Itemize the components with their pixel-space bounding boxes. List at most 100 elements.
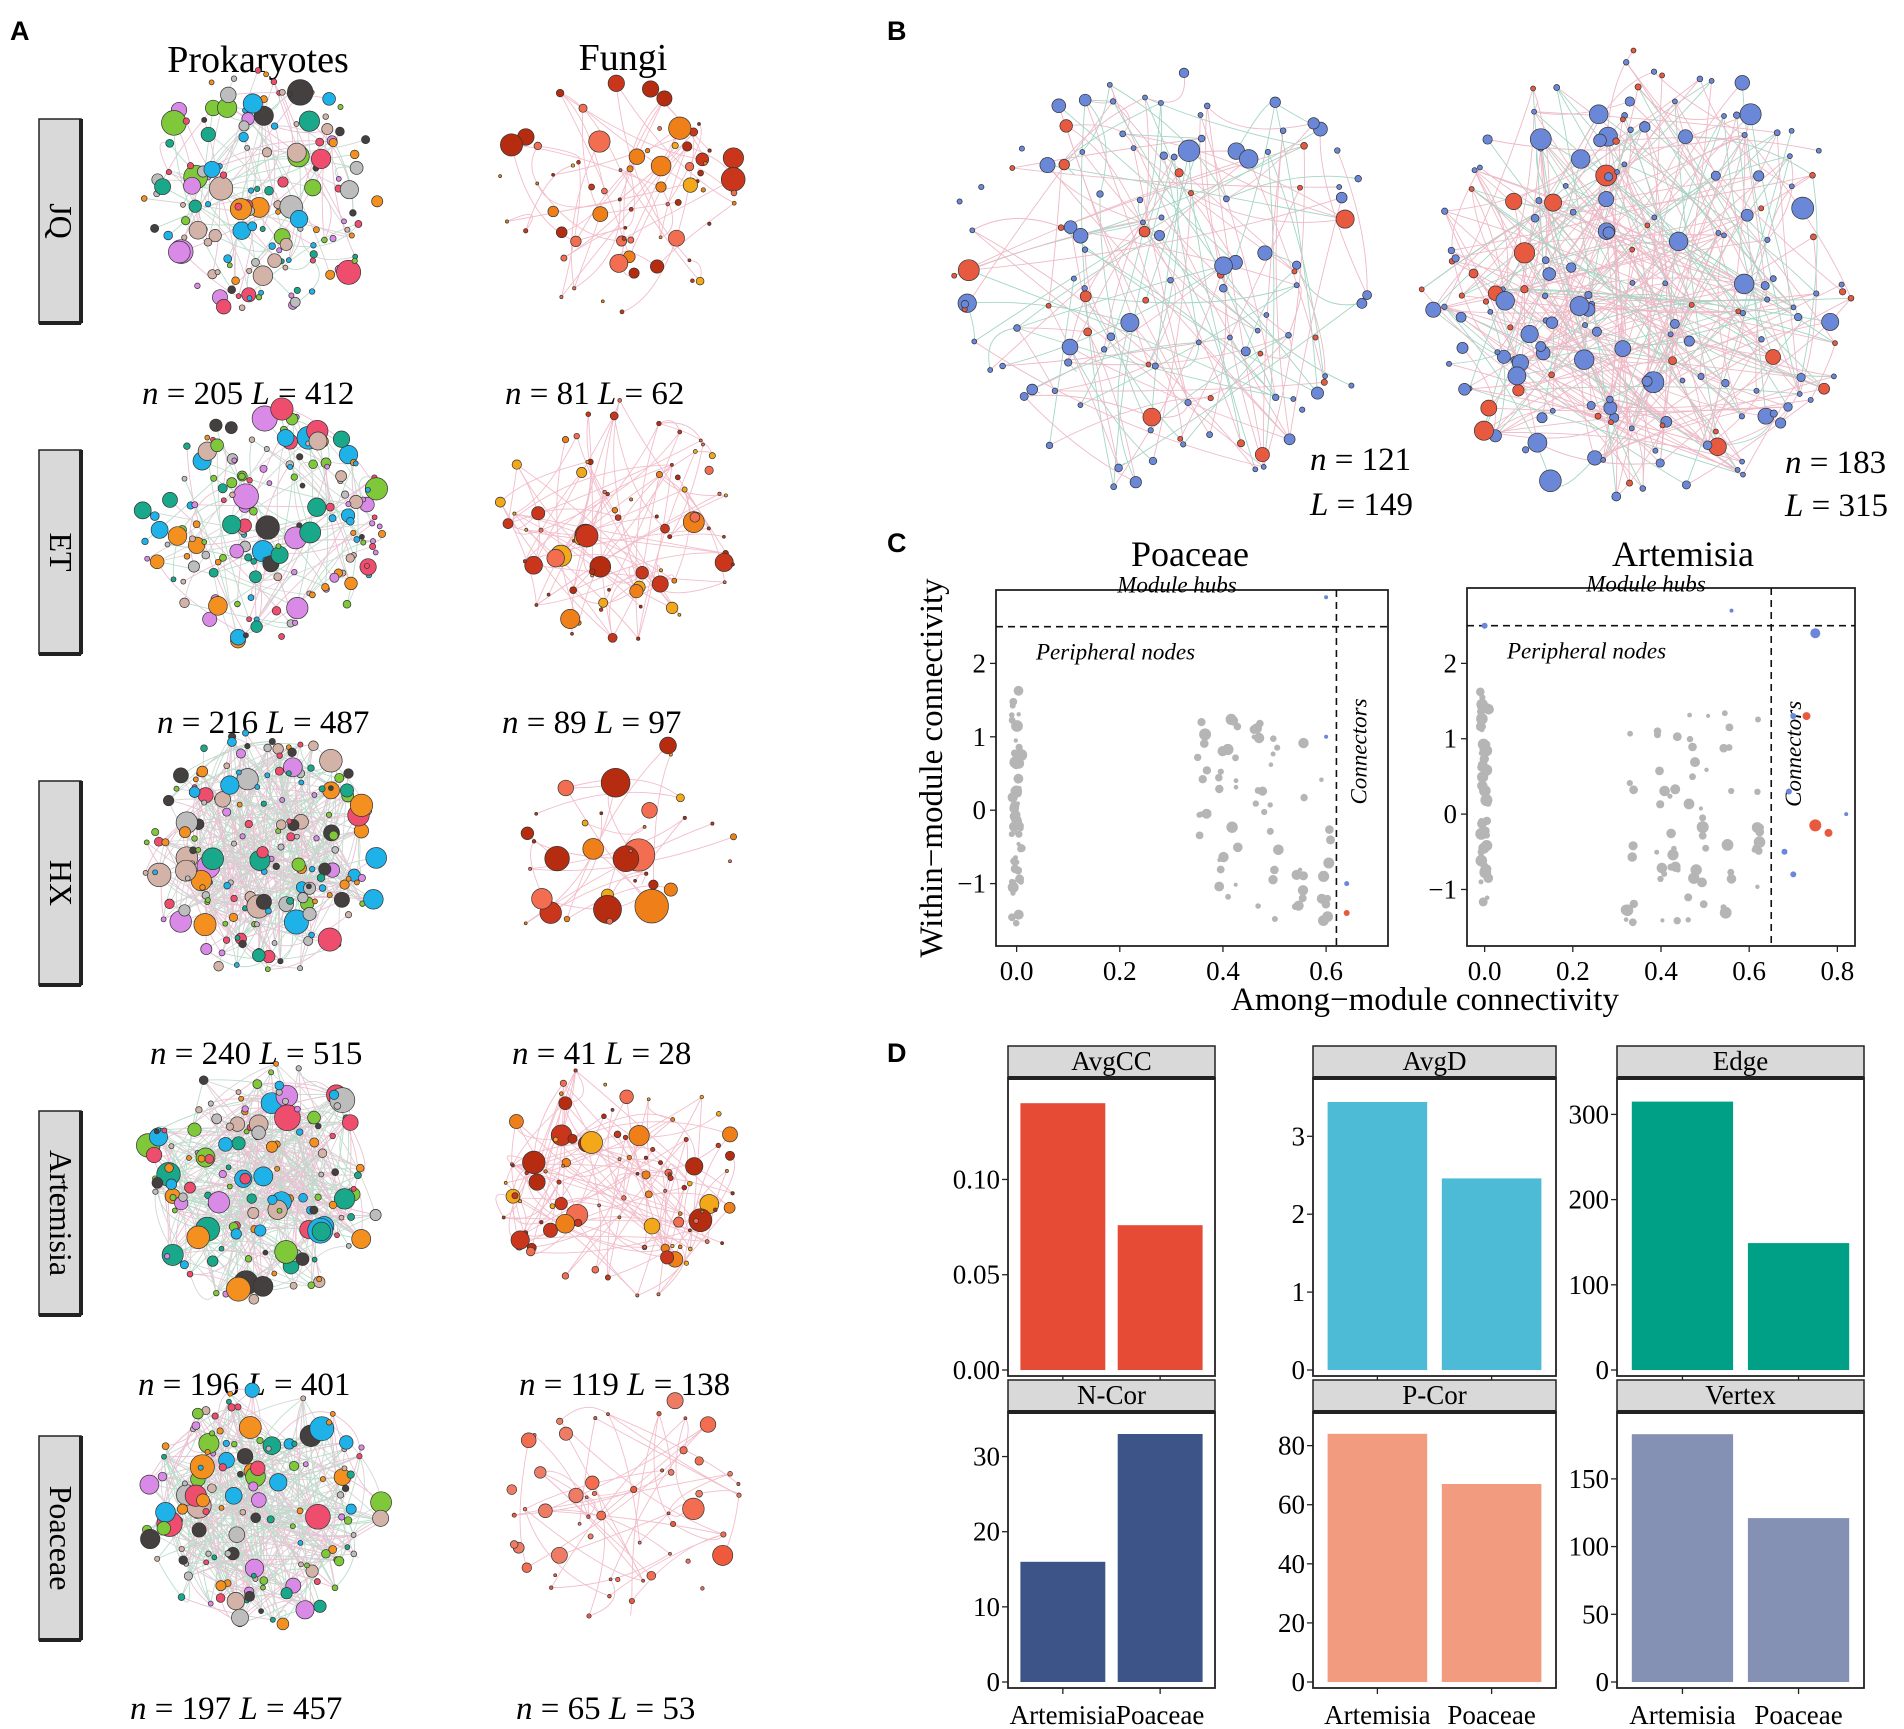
node-point <box>1697 877 1707 888</box>
l-value: = 62 <box>616 376 684 412</box>
prok-artemisia-edge <box>258 1123 336 1173</box>
fungi-artemisia-node <box>574 1218 583 1227</box>
fungi-et-edge <box>659 474 726 497</box>
prok-hx-edge <box>184 795 348 911</box>
network-poaceae-edge <box>974 341 1264 468</box>
fungi-poaceae-node <box>509 1540 519 1549</box>
prok-et-node <box>324 463 330 470</box>
node-point <box>1216 865 1225 874</box>
y-tick-label: 150 <box>1569 1464 1610 1494</box>
network-artemisia-edge <box>1469 388 1744 476</box>
node-point <box>1706 713 1711 719</box>
network-poaceae-edge <box>1155 342 1200 370</box>
fungi-artemisia-edge <box>572 1113 673 1140</box>
network-artemisia-node <box>1821 312 1840 331</box>
node-point <box>1297 885 1309 896</box>
fungi-jq-node <box>697 122 701 126</box>
fungi-poaceae-node <box>556 1417 564 1425</box>
prok-et-node <box>371 514 378 521</box>
fungi-artemisia-node <box>603 1082 608 1087</box>
prok-jq-node <box>181 234 188 241</box>
fungi-artemisia-edge <box>626 1096 668 1258</box>
fungi-et-edge <box>641 474 660 573</box>
fungi-jq-edge <box>623 179 734 239</box>
prok-et-node <box>167 526 188 546</box>
prok-jq-edge <box>240 155 299 210</box>
fungi-artemisia-edge <box>625 1137 691 1250</box>
node-point <box>1686 735 1694 743</box>
network-poaceae-node <box>1311 386 1324 400</box>
fungi-jq-network <box>498 74 746 315</box>
network-poaceae-node <box>1096 190 1104 198</box>
network-poaceae-edge <box>1103 156 1175 350</box>
network-artemisia-node <box>1659 422 1666 429</box>
prok-jq-node <box>247 221 258 232</box>
network-artemisia-node <box>1672 98 1678 105</box>
network-artemisia-node <box>1458 292 1465 299</box>
prok-poaceae-node <box>250 1572 257 1579</box>
prok-poaceae-node <box>161 1442 170 1451</box>
fungi-jq-node <box>505 219 509 224</box>
fungi-jq-node <box>657 126 662 131</box>
facet-frame <box>1312 1411 1557 1689</box>
stat-symbol: L <box>1784 488 1803 524</box>
fungi-poaceae-node <box>720 1531 727 1538</box>
prok-et-edge <box>307 443 355 556</box>
prok-artemisia-node <box>350 1185 357 1192</box>
node-point <box>1751 822 1763 833</box>
fungi-hx-node <box>531 888 553 910</box>
facet-title: P-Cor <box>1402 1380 1467 1410</box>
prok-hx-node <box>175 859 197 882</box>
network-artemisia-edge <box>1483 421 1612 439</box>
fungi-artemisia-node <box>619 1089 634 1104</box>
fungi-hx-node <box>641 802 658 819</box>
prok-et-node <box>181 475 188 482</box>
prok-artemisia-edge <box>254 1117 315 1230</box>
prok-poaceae-node <box>334 1556 345 1567</box>
node-point <box>1318 915 1329 926</box>
prok-poaceae-node <box>154 1555 161 1562</box>
network-poaceae-node <box>960 300 970 309</box>
network-artemisia-node <box>1628 425 1635 432</box>
fungi-poaceae-nodes <box>506 1392 742 1619</box>
network-artemisia-node <box>1480 399 1498 417</box>
network-artemisia-edge <box>1625 62 1843 293</box>
bar-artemisia <box>1020 1561 1106 1682</box>
peripheral-nodes-label: Peripheral nodes <box>1506 639 1666 664</box>
panel-label-c: C <box>887 528 907 558</box>
prok-jq-node <box>344 226 351 233</box>
fungi-artemisia-edge <box>659 1173 670 1249</box>
prok-et-node <box>250 558 257 565</box>
network-poaceae-node <box>1136 196 1144 204</box>
node-point <box>1233 784 1239 790</box>
network-poaceae-nodes <box>951 67 1372 491</box>
network-artemisia-edge <box>1637 86 1766 286</box>
fungi-et-edge <box>609 572 643 638</box>
fungi-artemisia-node <box>683 1260 689 1266</box>
network-poaceae-node <box>999 362 1006 370</box>
network-poaceae-edge <box>1085 284 1297 304</box>
l-value: = 515 <box>278 1036 363 1072</box>
fungi-et-node <box>570 631 574 636</box>
prok-hx-node <box>309 866 316 873</box>
network-poaceae-edge <box>1002 265 1224 367</box>
network-poaceae-node <box>971 338 978 345</box>
network-poaceae-edge <box>1117 322 1137 483</box>
fungi-jq-node <box>498 174 502 178</box>
y-tick-label: 0 <box>973 795 987 825</box>
prok-jq-node <box>322 113 329 120</box>
network-poaceae-edge <box>1118 294 1368 469</box>
fungi-artemisia-edge <box>607 1109 625 1199</box>
prok-hx-edge <box>258 752 293 953</box>
network-poaceae-node <box>1119 130 1127 138</box>
prok-et-edge <box>278 477 375 547</box>
fungi-artemisia-edge <box>586 1143 602 1270</box>
prok-artemisia-node <box>171 1207 178 1214</box>
network-artemisia-node <box>1468 268 1479 279</box>
fungi-et-node <box>651 575 669 593</box>
fungi-hx-node <box>628 848 633 853</box>
prok-jq-node <box>140 195 148 202</box>
prok-poaceae-node <box>244 1590 255 1602</box>
network-artemisia-edge <box>1556 87 1743 417</box>
